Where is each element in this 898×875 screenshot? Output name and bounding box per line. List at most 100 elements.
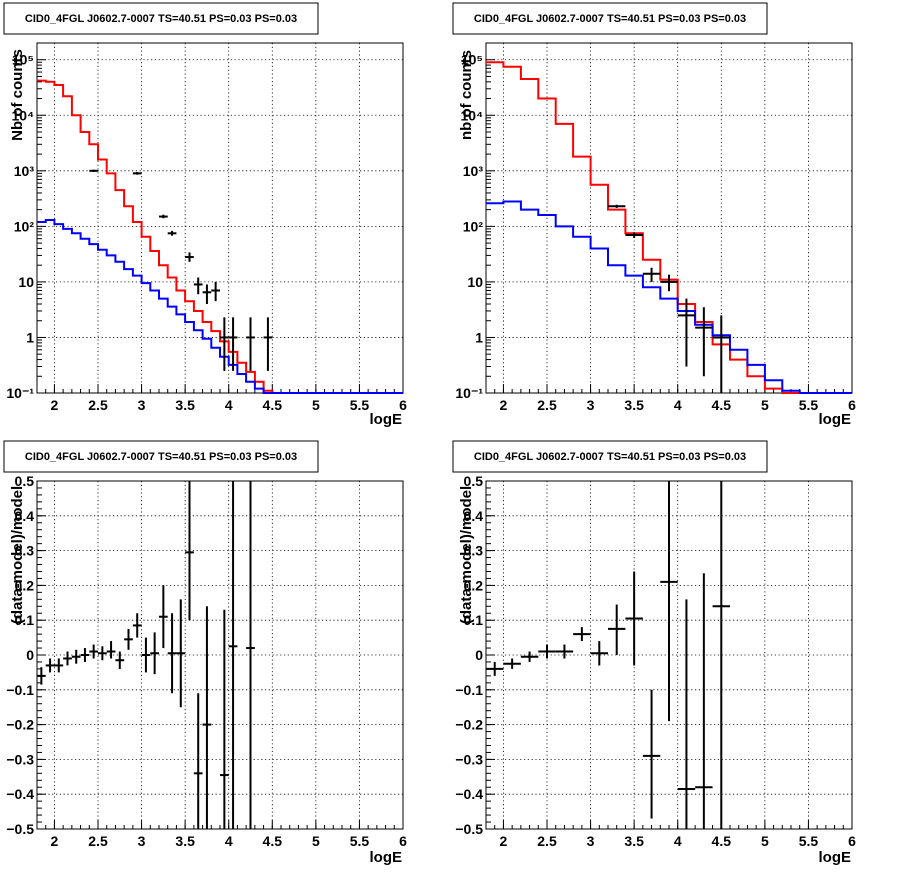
data-point — [220, 317, 229, 371]
total-model-line — [486, 61, 852, 394]
x-tick-label: 3 — [138, 833, 146, 849]
x-tick-label: 3.5 — [175, 833, 195, 849]
data-point — [193, 277, 203, 295]
data-point — [677, 298, 696, 367]
data-point — [608, 204, 626, 208]
data-point — [54, 658, 64, 673]
y-tick-label: 10⁴ — [12, 107, 35, 123]
data-point — [486, 661, 504, 676]
x-tick-label: 5.5 — [350, 397, 370, 413]
y-tick-label: 0.5 — [464, 473, 484, 489]
data-point — [202, 284, 212, 305]
title-box — [3, 440, 319, 473]
title-box — [452, 2, 768, 35]
x-tick-label: 2.5 — [537, 397, 557, 413]
x-tick-label: 6 — [848, 397, 856, 413]
x-tick-label: 3 — [587, 397, 595, 413]
source-model-line — [37, 219, 403, 394]
panel-counts-left: CID0_4FGL J0602.7-0007 TS=40.51 PS=0.03 … — [3, 2, 407, 428]
y-tick-label: 10⁵ — [12, 52, 34, 68]
x-tick-label: 2 — [500, 397, 508, 413]
x-tick-label: 2.5 — [88, 397, 108, 413]
x-tick-label: 4 — [225, 833, 233, 849]
x-tick-label: 6 — [399, 397, 407, 413]
y-axis-label: nb of counts — [458, 50, 475, 140]
y-tick-label: −0.2 — [455, 717, 483, 733]
data-point — [98, 646, 107, 661]
y-tick-label: 10⁴ — [461, 107, 484, 123]
y-tick-label: 10⁻¹ — [6, 385, 34, 401]
data-point — [642, 689, 661, 819]
data-point — [202, 606, 212, 829]
data-point — [695, 307, 713, 377]
x-tick-label: 5.5 — [350, 833, 370, 849]
y-tick-label: 0.4 — [464, 508, 484, 524]
x-axis-label: logE — [819, 411, 852, 428]
y-tick-label: 0.2 — [15, 577, 35, 593]
y-tick-label: 0.2 — [464, 577, 484, 593]
panel-residuals-left: CID0_4FGL J0602.7-0007 TS=40.51 PS=0.03 … — [3, 440, 407, 866]
data-point — [520, 651, 539, 662]
y-tick-label: 10 — [18, 274, 34, 290]
data-point — [37, 667, 46, 685]
x-tick-label: 4.5 — [712, 397, 732, 413]
data-point — [538, 644, 556, 659]
panel-residuals-right: CID0_4FGL J0602.7-0007 TS=40.51 PS=0.03 … — [452, 440, 856, 866]
panel-title: CID0_4FGL J0602.7-0007 TS=40.51 PS=0.03 … — [474, 451, 746, 463]
x-tick-label: 2 — [51, 397, 59, 413]
data-point — [176, 599, 186, 708]
data-point — [132, 613, 142, 638]
x-tick-label: 6 — [848, 833, 856, 849]
x-tick-label: 2.5 — [537, 833, 557, 849]
y-tick-label: 0.3 — [15, 543, 35, 559]
data-point — [625, 571, 643, 666]
data-point — [106, 641, 116, 659]
data-point — [132, 172, 142, 175]
y-tick-label: −0.1 — [455, 682, 483, 698]
y-tick-label: 10³ — [14, 163, 35, 179]
x-tick-label: 2 — [500, 833, 508, 849]
data-point — [71, 649, 81, 664]
x-tick-label: 4 — [674, 397, 682, 413]
x-tick-label: 3 — [587, 833, 595, 849]
x-tick-label: 4.5 — [263, 833, 283, 849]
data-point — [185, 481, 194, 621]
data-point — [167, 230, 177, 236]
y-tick-label: 1 — [26, 329, 34, 345]
x-tick-label: 4 — [674, 833, 682, 849]
y-tick-label: −0.2 — [6, 717, 34, 733]
y-axis-label: Nb of counts — [9, 49, 26, 141]
data-point — [246, 317, 255, 371]
y-tick-label: 10⁵ — [461, 52, 483, 68]
plot-frame — [485, 42, 853, 394]
y-tick-label: 0.3 — [464, 543, 484, 559]
x-axis-label: logE — [370, 411, 403, 428]
y-tick-label: −0.3 — [6, 751, 34, 767]
y-tick-label: −0.1 — [6, 682, 34, 698]
y-tick-label: 0.5 — [15, 473, 35, 489]
panel-title: CID0_4FGL J0602.7-0007 TS=40.51 PS=0.03 … — [25, 451, 297, 463]
data-point — [712, 481, 730, 829]
data-point — [115, 651, 125, 669]
x-tick-label: 5 — [312, 397, 320, 413]
y-tick-label: −0.5 — [455, 821, 483, 837]
x-tick-label: 3.5 — [624, 833, 644, 849]
x-tick-label: 5.5 — [799, 833, 819, 849]
y-tick-label: 10⁻¹ — [455, 385, 483, 401]
data-point — [185, 252, 194, 262]
x-tick-label: 4.5 — [712, 833, 732, 849]
data-point — [503, 658, 521, 669]
data-point — [573, 627, 591, 642]
y-tick-label: 0 — [26, 647, 34, 663]
data-point — [246, 481, 255, 829]
source-model-line — [486, 200, 852, 394]
data-point — [590, 641, 608, 666]
data-point — [677, 599, 696, 829]
data-point — [89, 169, 98, 173]
data-point — [211, 281, 220, 302]
y-tick-label: 10³ — [463, 163, 484, 179]
data-point — [608, 604, 626, 655]
x-tick-label: 5 — [761, 397, 769, 413]
data-point — [220, 609, 229, 829]
y-tick-label: 10² — [14, 218, 35, 234]
